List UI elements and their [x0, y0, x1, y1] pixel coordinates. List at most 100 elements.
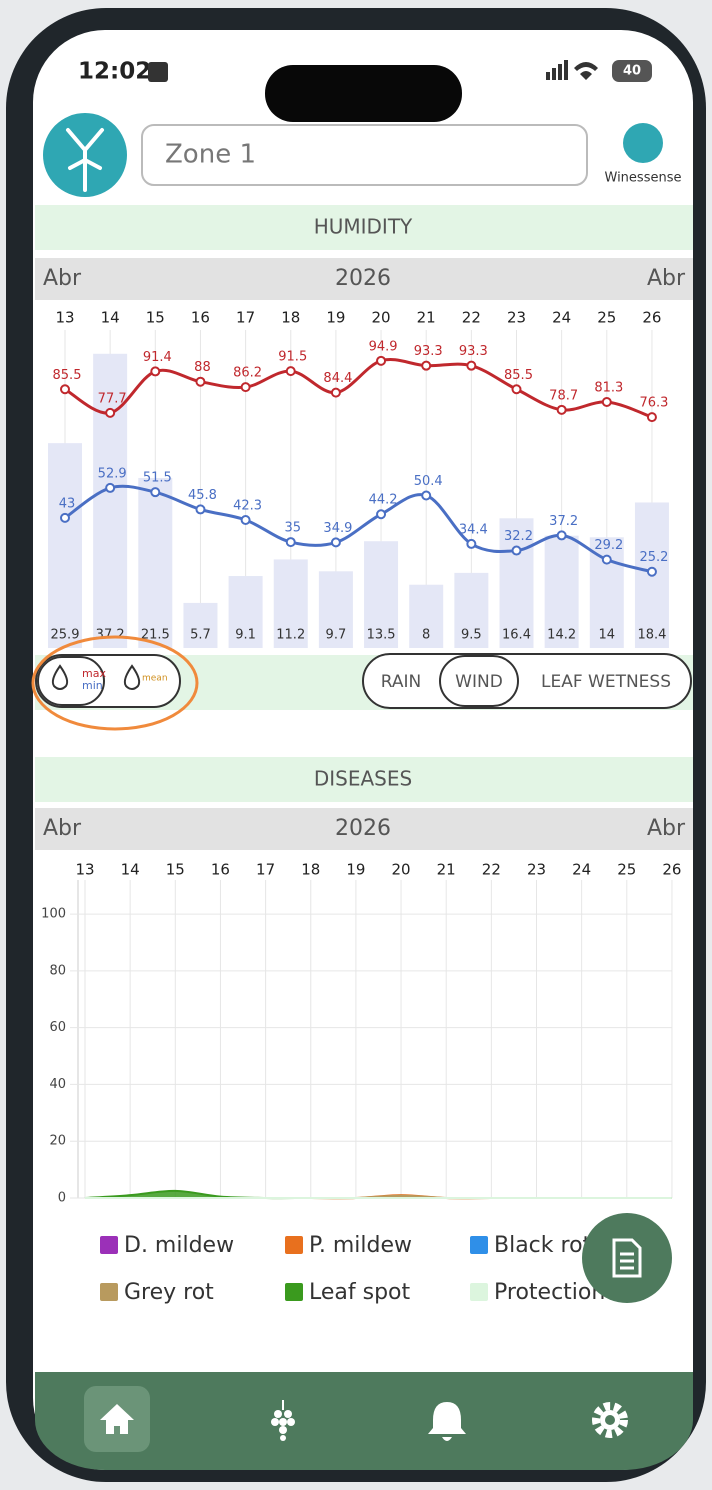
day-label: 14 [101, 309, 120, 327]
day-label: 24 [552, 309, 571, 327]
legend-swatch [100, 1283, 118, 1301]
toggle-button[interactable]: LEAF WETNESS [541, 672, 671, 692]
value-label: 34.9 [323, 521, 352, 536]
section-band [35, 757, 693, 802]
point [601, 396, 612, 407]
value-label: 50.4 [414, 474, 443, 489]
nav-vineyard[interactable] [271, 1400, 295, 1441]
bar [544, 535, 579, 648]
point [240, 514, 251, 525]
value-label: 32.2 [504, 529, 533, 544]
point [601, 554, 612, 565]
bar-value: 9.1 [235, 628, 256, 643]
point [105, 482, 116, 493]
value-label: 94.9 [369, 339, 398, 354]
y-tick-label: 20 [49, 1134, 66, 1149]
point [421, 490, 432, 501]
bar [93, 353, 128, 648]
day-label: 15 [166, 861, 185, 879]
value-label: 37.2 [549, 514, 578, 529]
legend-swatch [470, 1283, 488, 1301]
day-label: 25 [597, 309, 616, 327]
section-title: DISEASES [314, 767, 412, 791]
period-band [35, 808, 693, 850]
period-year: 2026 [335, 266, 391, 291]
drop-icon[interactable] [123, 664, 141, 690]
value-label: 85.5 [504, 368, 533, 383]
bar [228, 576, 263, 648]
zone-value: Zone 1 [165, 140, 256, 170]
section-title: HUMIDITY [314, 215, 413, 239]
button-selected [439, 655, 519, 707]
bar-value: 11.2 [276, 628, 305, 643]
value-label: 52.9 [98, 466, 127, 481]
value-label: 78.7 [549, 388, 578, 403]
legend-label: Leaf spot [309, 1280, 411, 1305]
value-label: 44.2 [369, 493, 398, 508]
day-label: 21 [417, 309, 436, 327]
point [511, 384, 522, 395]
point [466, 360, 477, 371]
day-label: 16 [211, 861, 230, 879]
point [195, 504, 206, 515]
zone-input[interactable] [141, 124, 588, 186]
legend-swatch [470, 1236, 488, 1254]
toggle-button[interactable]: RAIN [381, 672, 421, 692]
highlight-circle [31, 635, 199, 731]
day-label: 13 [55, 309, 74, 327]
value-label: 86.2 [233, 366, 262, 381]
screen [33, 30, 693, 1470]
legend-label: Grey rot [124, 1280, 214, 1305]
point [240, 382, 251, 393]
nav-settings[interactable] [592, 1402, 628, 1438]
legend-label: Black rot [494, 1233, 592, 1258]
bar [183, 602, 218, 648]
bottom-nav [35, 1372, 693, 1470]
toggle-max-min[interactable] [37, 656, 105, 706]
home-icon [100, 1404, 134, 1434]
bar-value: 9.7 [326, 628, 347, 643]
day-label: 21 [437, 861, 456, 879]
day-label: 16 [191, 309, 210, 327]
day-label: 20 [392, 861, 411, 879]
bar-value: 9.5 [461, 628, 482, 643]
value-label: 81.3 [594, 380, 623, 395]
bar-value: 25.9 [51, 628, 80, 643]
toggle-label: mean [142, 674, 168, 684]
value-label: 51.5 [143, 471, 172, 486]
value-label: 29.2 [594, 538, 623, 553]
bar [48, 443, 82, 648]
y-tick-label: 60 [49, 1020, 66, 1035]
day-label: 22 [482, 861, 501, 879]
point [646, 566, 657, 577]
section-band [35, 205, 693, 250]
bar-value: 14 [599, 628, 616, 643]
day-label: 19 [346, 861, 365, 879]
toggle-button[interactable]: WIND [455, 672, 503, 692]
nav-alerts[interactable] [428, 1402, 466, 1441]
bar [364, 541, 399, 648]
camera-notch [265, 65, 462, 122]
point [195, 376, 206, 387]
point [376, 509, 387, 520]
value-label: 76.3 [639, 396, 668, 411]
y-tick-label: 100 [41, 907, 66, 922]
day-label: 18 [301, 861, 320, 879]
legend-label: Protection [494, 1280, 605, 1305]
report-fab[interactable] [582, 1213, 672, 1303]
value-label: 93.3 [459, 344, 488, 359]
legend-swatch [285, 1236, 303, 1254]
value-label: 93.3 [414, 344, 443, 359]
legend-label: P. mildew [309, 1233, 412, 1258]
point [556, 404, 567, 415]
point [150, 487, 161, 498]
bar [409, 584, 444, 648]
bar-value: 18.4 [637, 628, 666, 643]
value-label: 91.4 [143, 350, 172, 365]
battery [612, 60, 652, 82]
point [466, 538, 477, 549]
status-icon [148, 62, 168, 82]
brand-name: Winessense [605, 171, 682, 186]
point [376, 355, 387, 366]
